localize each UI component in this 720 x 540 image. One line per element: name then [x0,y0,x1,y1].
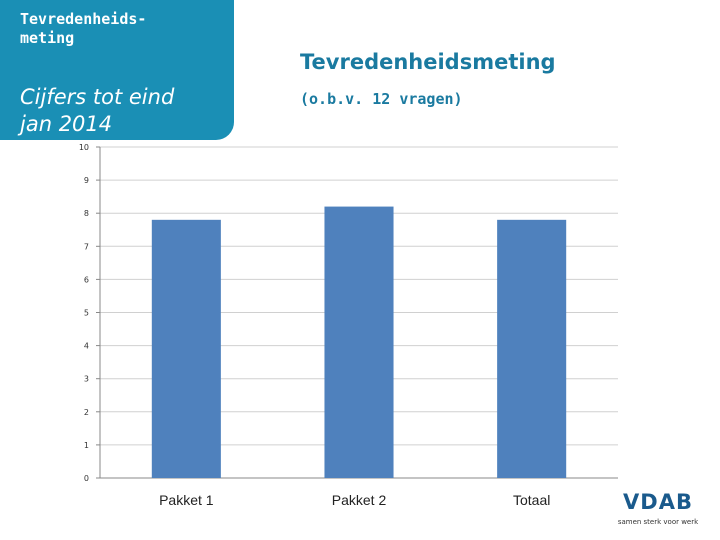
y-tick-label: 4 [84,342,89,351]
logo-tagline: samen sterk voor werk [617,518,699,526]
y-tick-label: 0 [84,474,89,483]
bar [324,206,394,478]
slide-title: Tevredenheids- meting [20,10,147,47]
y-tick-label: 2 [84,408,89,417]
y-tick-label: 3 [84,375,89,384]
bar [497,219,567,478]
y-tick-label: 1 [84,441,89,450]
y-tick-label: 6 [84,275,89,284]
vdab-logo: VDAB samen sterk voor werk [608,490,708,530]
y-tick-label: 5 [84,309,89,318]
y-tick-label: 9 [84,176,89,185]
y-tick-label: 10 [79,143,89,152]
x-tick-label: Pakket 1 [159,492,214,508]
chart-subtitle: (o.b.v. 12 vragen) [300,90,463,108]
logo-text: VDAB [623,490,693,514]
y-tick-label: 7 [84,242,89,251]
y-tick-label: 8 [84,209,89,218]
bar [151,219,221,478]
x-tick-label: Totaal [513,492,550,508]
x-tick-label: Pakket 2 [332,492,387,508]
header-panel: Tevredenheids- meting Cijfers tot eind j… [0,0,234,140]
chart-title: Tevredenheidsmeting [300,50,556,74]
slide-subtitle: Cijfers tot eind jan 2014 [20,85,175,136]
